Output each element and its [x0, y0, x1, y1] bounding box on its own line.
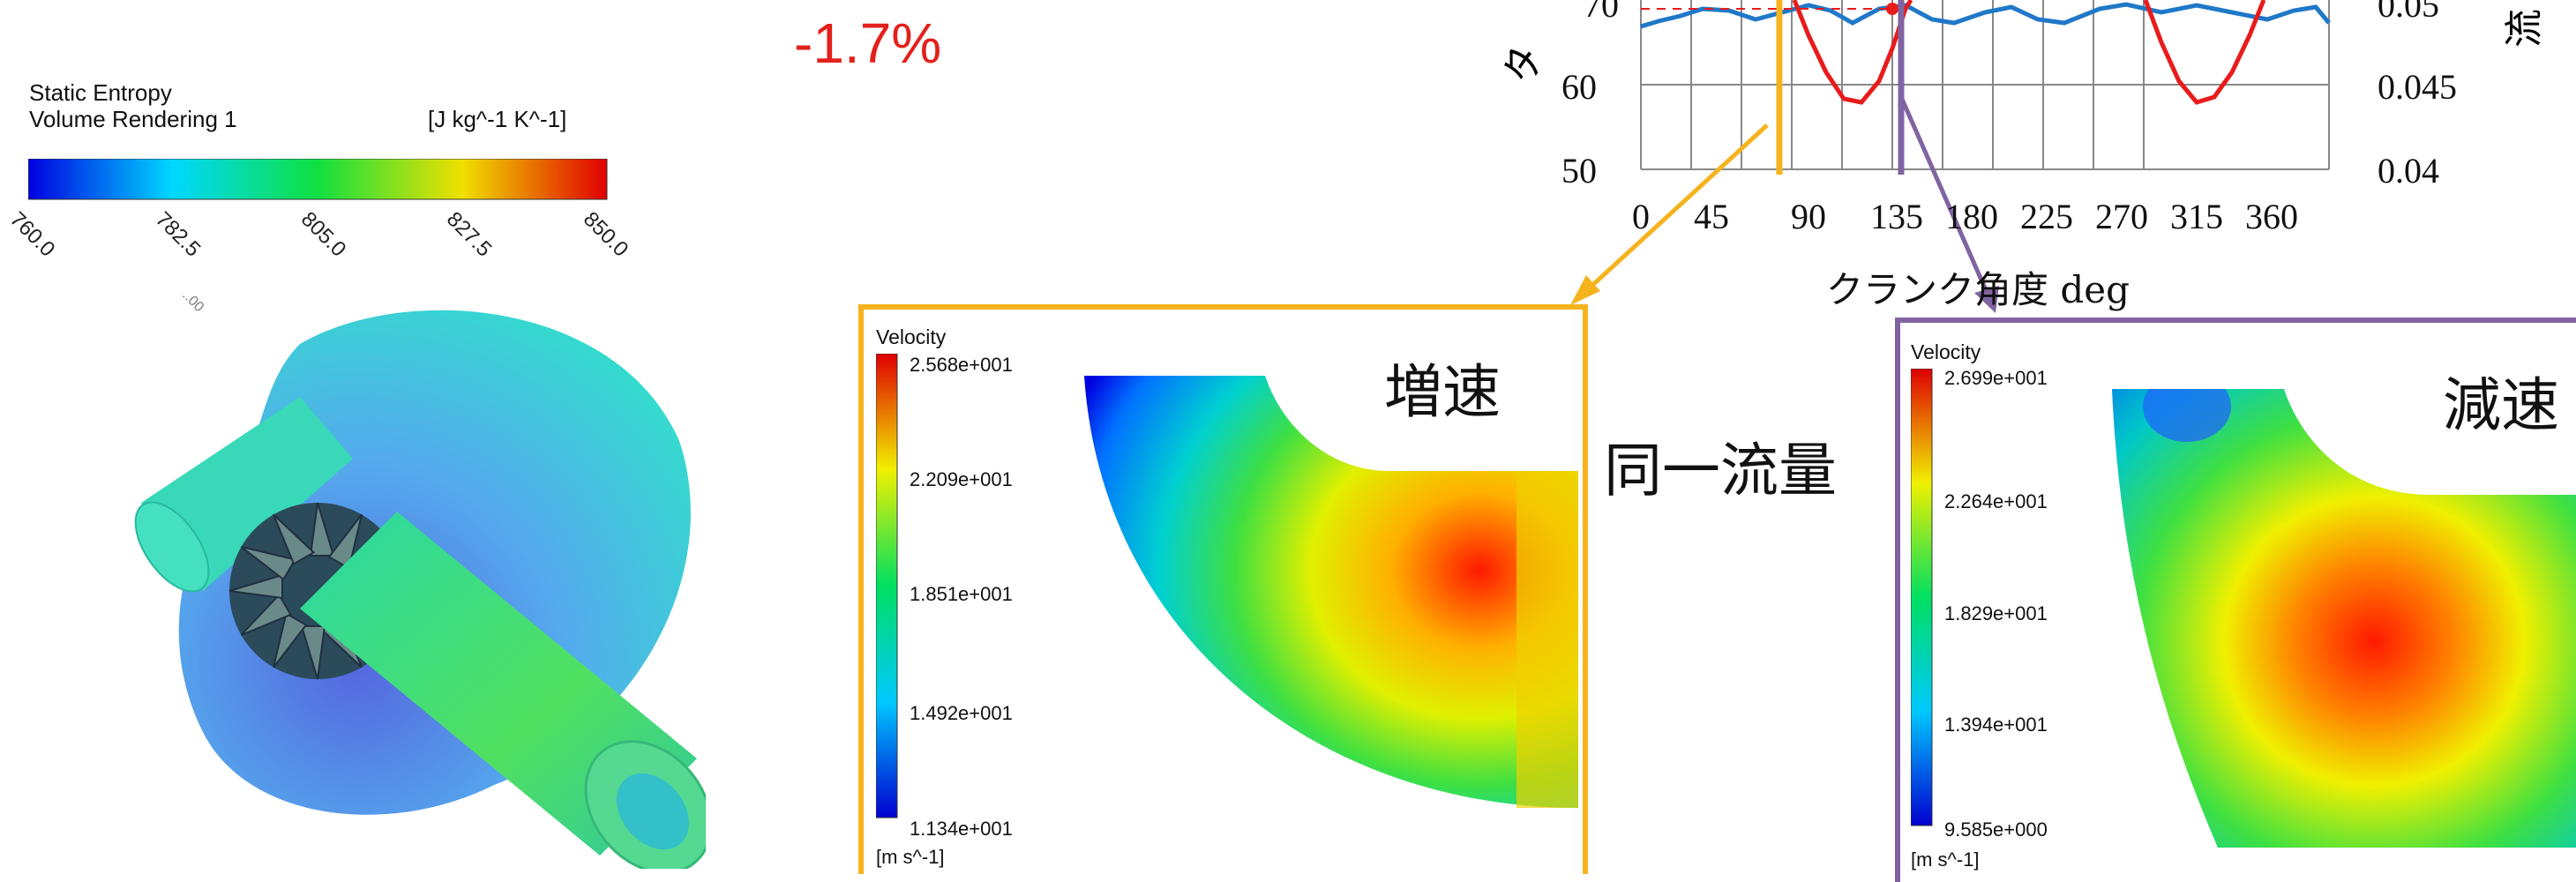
entropy-tick-2: 782.5: [150, 207, 206, 262]
velocity-tick-4: 1.492e+001: [910, 702, 1013, 724]
y-left-tick-50: 50: [1561, 151, 1597, 191]
x-tick-135: 135: [1870, 197, 1923, 236]
velocity-contour-field: [1084, 376, 1578, 808]
velocity-tick-max: 2.568e+001: [910, 354, 1013, 376]
y-right-tick-0-04: 0.04: [2378, 151, 2439, 191]
entropy-tick-4: 827.5: [441, 207, 497, 262]
caption-accelerating: 増速: [1384, 358, 1501, 426]
chart-series-red-2: [2143, 0, 2266, 105]
velocity-tick-2: 2.209e+001: [910, 468, 1013, 490]
velocity-tick-4: 1.394e+001: [1944, 714, 2048, 736]
y-right-tick-0-045: 0.045: [2378, 67, 2457, 107]
entropy-legend-subtitle: Volume Rendering 1: [29, 106, 237, 132]
velocity-tick-2: 2.264e+001: [1944, 490, 2048, 512]
arrow-orange-head: [1570, 275, 1600, 305]
chart-marker-point: [1886, 3, 1898, 15]
velocity-unit: [m s^-1]: [876, 846, 945, 868]
entropy-legend-unit: [J kg^-1 K^-1]: [428, 106, 567, 132]
x-tick-270: 270: [2095, 197, 2148, 236]
velocity-colorbar: [1911, 369, 1933, 826]
velocity-colorbar: [876, 354, 898, 818]
velocity-legend-title: Velocity: [876, 325, 947, 348]
velocity-tick-3: 1.851e+001: [910, 583, 1013, 605]
crank-angle-chart: [1570, 0, 2331, 313]
velocity-tick-min: 1.134e+001: [910, 818, 1013, 840]
x-tick-225: 225: [2020, 197, 2073, 236]
velocity-legend-title: Velocity: [1911, 340, 1981, 363]
velocity-contour-field: [2112, 389, 2576, 848]
arrow-purple-head: [1974, 286, 1999, 313]
y-left-tick-60: 60: [1561, 67, 1597, 107]
velocity-panel-accelerating: Velocity 2.568e+001 2.209e+001 1.851e+00…: [858, 304, 1588, 874]
arrow-orange: [1586, 123, 1769, 291]
entropy-colorbar: [28, 159, 608, 200]
y-right-tick-0-05: 0.05: [2378, 0, 2439, 25]
turbocharger-render: [134, 310, 706, 869]
y-left-tick-70: 70: [1584, 0, 1619, 25]
x-tick-90: 90: [1791, 197, 1826, 236]
percent-change-label: -1.7%: [794, 11, 942, 75]
x-tick-45: 45: [1694, 197, 1729, 236]
x-tick-315: 315: [2170, 197, 2223, 236]
velocity-tick-min: 9.585e+000: [1944, 818, 2048, 841]
entropy-legend-title: Static Entropy: [29, 79, 172, 106]
chart-gridlines: [1640, 0, 2330, 170]
chart-series-blue: [1640, 2, 2331, 29]
entropy-tick-3: 805.0: [296, 207, 351, 262]
velocity-unit: [m s^-1]: [1911, 848, 1980, 871]
entropy-legend: Static Entropy Volume Rendering 1 [J kg^…: [5, 66, 701, 315]
x-tick-0: 0: [1632, 197, 1650, 236]
caption-same-flow: 同一流量: [1604, 437, 1837, 505]
x-axis-label: クランク角度 deg: [1826, 268, 2130, 311]
x-tick-180: 180: [1945, 197, 1998, 236]
y-left-axis-label: タ: [1501, 44, 1545, 83]
velocity-tick-max: 2.699e+001: [1944, 367, 2048, 389]
caption-decelerating: 減速: [2443, 371, 2559, 439]
velocity-panel-decelerating: Velocity 2.699e+001 2.264e+001 1.829e+00…: [1895, 318, 2576, 882]
chart-series-red: [1792, 0, 1913, 105]
x-tick-360: 360: [2245, 197, 2298, 236]
entropy-tick-1: 760.0: [4, 207, 60, 262]
arrow-purple: [1898, 95, 1992, 300]
entropy-tick-5: 850.0: [578, 207, 633, 262]
velocity-tick-3: 1.829e+001: [1944, 602, 2048, 624]
y-right-axis-label: 流: [2503, 9, 2546, 48]
